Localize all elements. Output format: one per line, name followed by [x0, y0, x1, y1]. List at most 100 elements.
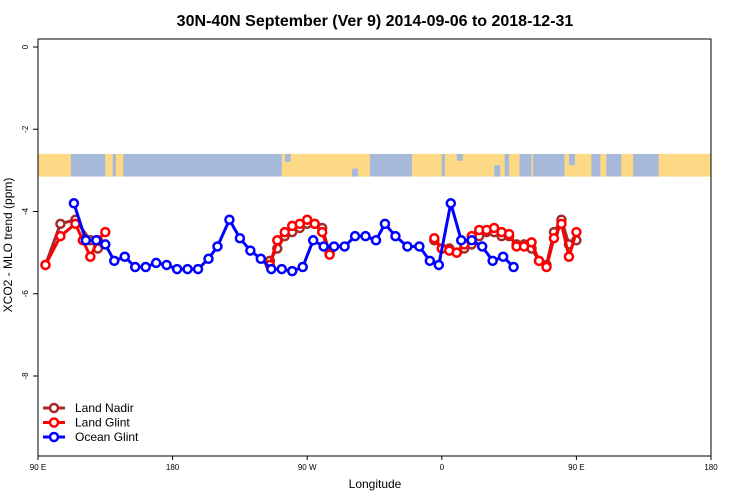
data-point [276, 263, 288, 275]
data-point [360, 230, 371, 242]
data-point [414, 241, 425, 252]
data-point [526, 237, 537, 248]
y-tick-label: -8 [21, 372, 30, 380]
data-point [318, 241, 329, 252]
land-shape [105, 153, 113, 177]
series-ocean-glint [68, 198, 519, 277]
data-point [309, 218, 320, 230]
data-point [349, 230, 361, 242]
legend-marker [48, 431, 60, 443]
data-point [119, 251, 130, 262]
x-tick-label: 90 W [298, 463, 317, 472]
data-point [297, 261, 308, 273]
land-shape [115, 153, 122, 177]
legend-marker [48, 402, 60, 414]
data-point [487, 255, 498, 267]
legend-marker [48, 417, 60, 428]
land-shape [600, 153, 607, 177]
data-point [328, 241, 340, 252]
data-point [234, 232, 246, 244]
ocean-band [38, 153, 711, 177]
data-point [140, 261, 151, 273]
data-point [55, 218, 66, 230]
y-axis-title: XCO2 - MLO trend (ppm) [1, 178, 15, 313]
land-shape [621, 153, 634, 177]
legend-item: Land Glint [43, 416, 130, 430]
coast-detail [568, 153, 575, 166]
series-layer [40, 198, 582, 277]
data-point [476, 241, 488, 252]
land-shape [564, 153, 592, 177]
map-band [38, 153, 711, 177]
data-point [402, 241, 413, 252]
coast-detail [352, 168, 359, 177]
plot-frame [37, 38, 712, 457]
data-point [316, 226, 328, 238]
x-tick-label: 180 [704, 463, 718, 472]
data-point [203, 253, 214, 265]
data-point [40, 259, 51, 271]
data-point [68, 198, 80, 209]
data-point [279, 226, 291, 238]
data-point [497, 251, 509, 262]
y-tick-label: 0 [21, 44, 30, 49]
data-point [445, 198, 457, 209]
data-point [563, 251, 575, 262]
coast-detail [494, 165, 501, 177]
data-point [150, 257, 162, 269]
series-line [72, 201, 515, 273]
data-point [80, 235, 92, 246]
legend-label: Ocean Glint [75, 430, 139, 444]
data-point [100, 239, 111, 250]
coast-detail [284, 153, 291, 162]
land-shape [120, 153, 124, 177]
data-point [171, 263, 183, 275]
land-shape [658, 153, 711, 177]
data-point [91, 235, 102, 246]
data-point [301, 214, 313, 225]
data-point [455, 235, 467, 246]
legend-label: Land Glint [75, 416, 130, 430]
data-point [192, 263, 204, 275]
x-tick-label: 0 [440, 463, 445, 472]
data-point [129, 261, 141, 273]
data-point [85, 251, 96, 262]
data-point [571, 226, 582, 238]
data-point [245, 245, 256, 256]
data-point [255, 253, 267, 265]
land-shape [509, 153, 520, 177]
data-point [518, 241, 530, 252]
data-point [451, 247, 463, 258]
data-point [390, 230, 401, 242]
data-point [548, 232, 560, 244]
data-point [488, 222, 500, 234]
data-point [307, 235, 319, 246]
x-tick-label: 90 E [30, 463, 46, 472]
chart-title: 30N-40N September (Ver 9) 2014-09-06 to … [177, 13, 574, 30]
data-point [466, 235, 477, 246]
land-shape [411, 153, 442, 177]
data-point [100, 226, 111, 238]
data-point [272, 235, 283, 246]
coast-detail [456, 153, 463, 161]
data-point [294, 218, 305, 230]
data-point [339, 241, 350, 252]
data-point [541, 261, 552, 273]
data-point [286, 265, 298, 277]
data-point [429, 232, 440, 244]
x-axis: 90 E 180 90 W 0 90 E 180 [30, 456, 718, 472]
legend-item: Ocean Glint [43, 430, 139, 444]
data-point [370, 235, 382, 246]
y-tick-label: -6 [21, 290, 30, 298]
x-tick-label: 180 [166, 463, 180, 472]
land-shape [531, 153, 534, 177]
data-point [109, 255, 120, 267]
data-point [433, 259, 445, 271]
data-point [508, 261, 519, 273]
data-point [379, 218, 391, 230]
data-point [212, 241, 223, 252]
legend-label: Land Nadir [75, 401, 134, 415]
data-point [182, 263, 193, 275]
data-point [503, 228, 515, 240]
y-tick-label: -4 [21, 207, 30, 215]
